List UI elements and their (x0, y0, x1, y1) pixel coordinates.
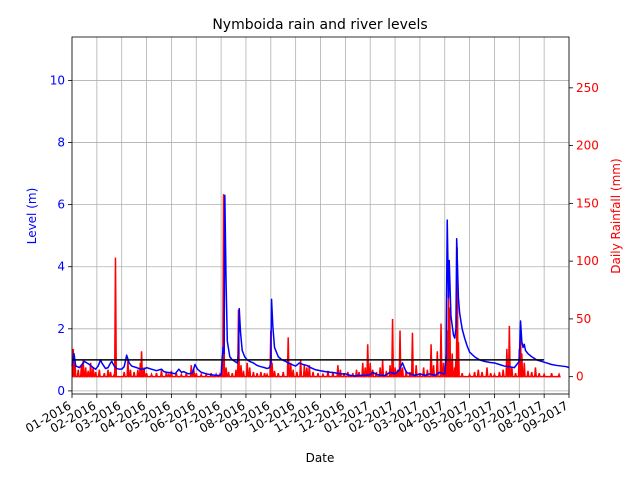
y-left-tick-label-0: 0 (57, 384, 65, 398)
y-left-tick-label-3: 6 (57, 198, 65, 212)
y-right-tick-label-0: 0 (576, 370, 584, 384)
y-axis-right-ticks: 0 50 100 150 200 250 (569, 81, 599, 384)
y-right-tick-label-4: 200 (576, 139, 599, 153)
y-right-tick-label-2: 100 (576, 254, 599, 268)
x-axis-ticks: 01-201602-201603-201604-201605-201606-20… (23, 394, 571, 436)
rainfall-line (71, 194, 561, 378)
x-axis-label: Date (306, 451, 335, 465)
rainfall-series (71, 194, 561, 378)
y-right-tick-label-1: 50 (576, 312, 591, 326)
y-left-tick-label-4: 8 (57, 136, 65, 150)
y-left-tick-label-1: 2 (57, 322, 65, 336)
y-right-tick-label-3: 150 (576, 196, 599, 210)
y-axis-left-ticks: 0 2 4 6 8 10 (50, 73, 72, 398)
chart-title: Nymboida rain and river levels (212, 17, 427, 33)
plot-area (71, 194, 570, 378)
y-left-tick-label-2: 4 (57, 260, 65, 274)
y-left-tick-label-5: 10 (50, 73, 65, 87)
y-right-tick-label-5: 250 (576, 81, 599, 95)
y-axis-right-label: Daily Rainfall (mm) (609, 158, 623, 273)
y-axis-left-label: Level (m) (25, 188, 39, 245)
grid-lines (71, 37, 570, 394)
level-series (71, 194, 570, 377)
level-line (71, 194, 570, 377)
